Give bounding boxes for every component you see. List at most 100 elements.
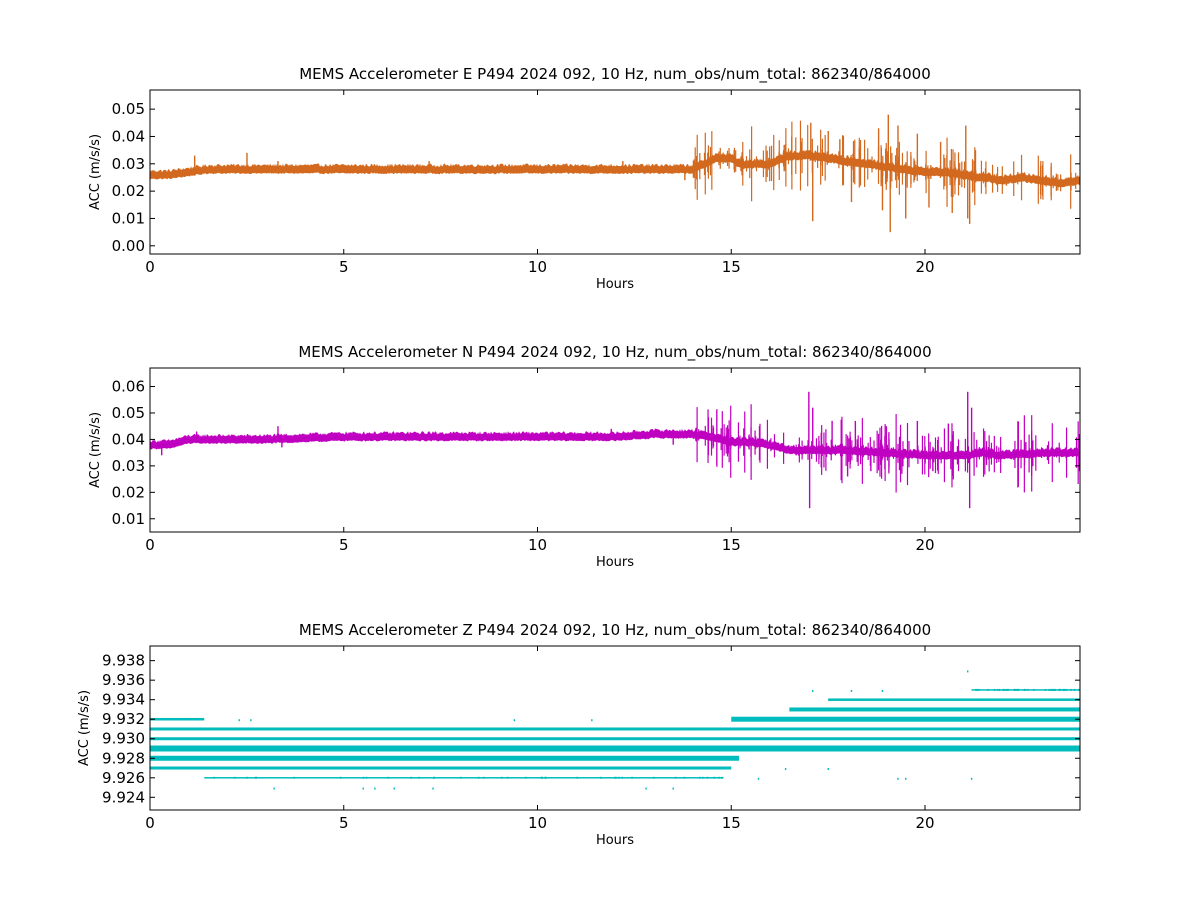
data-point-n [880,439,882,465]
data-point-z [882,708,884,711]
data-point-z [461,737,463,740]
data-point-z [614,776,616,779]
data-point-z [511,747,513,750]
data-point-z [1007,727,1009,730]
data-point-z [897,718,900,721]
data-point-z [343,737,345,740]
x-tick-label-e: 5 [339,258,349,276]
data-point-z [172,718,174,721]
outlier-point-n [901,453,903,474]
outlier-point-e [877,128,880,166]
data-point-z [998,688,1001,691]
data-point-z [157,718,160,721]
data-point-z [200,747,203,750]
data-point-e [868,162,870,166]
y-tick-label-e: 0.03 [112,155,145,173]
data-point-z [168,718,171,721]
data-point-e [726,150,729,166]
y-tick-label-z: 9.938 [102,652,145,670]
data-point-e [823,156,825,159]
data-point-z [683,776,686,779]
data-point-n [723,424,725,456]
data-point-n [884,449,886,456]
data-point-n [888,438,890,467]
data-point-n [964,438,966,472]
data-point-e [803,154,805,158]
data-point-z [854,708,857,711]
y-tick-label-n: 0.03 [112,457,145,475]
chart-title-n: MEMS Accelerometer N P494 2024 092, 10 H… [298,343,931,362]
data-point-z [416,747,419,750]
data-point-e [817,145,819,168]
data-point-e [733,152,735,168]
data-point-z [600,776,602,779]
data-point-z [807,718,809,721]
data-point-z [702,737,705,740]
data-point-n [695,427,697,442]
data-point-n [696,407,698,463]
quantization-level-z-4 [150,737,1080,741]
data-point-z [712,747,714,750]
outlier-point-e [905,169,907,219]
data-point-z [1005,718,1008,721]
outlier-point-e [277,161,279,170]
data-point-z [528,727,531,730]
outlier-point-n [808,391,810,450]
data-point-z [151,767,153,770]
x-tick-label-z: 0 [145,814,155,832]
data-point-n [867,442,869,460]
data-point-n [921,435,924,475]
data-point-e [735,150,737,172]
data-point-n [908,441,910,468]
data-point-n [1068,450,1070,455]
data-point-e [709,146,712,176]
data-point-z [574,767,577,770]
outlier-point-e [889,167,891,233]
data-point-z [1003,708,1006,711]
outlier-point-e [1005,179,1008,186]
data-point-z [1007,688,1009,691]
data-point-n [842,447,844,453]
data-point-z [481,757,484,760]
data-point-e [784,144,786,171]
data-point-z [482,776,485,779]
data-point-e [842,135,845,186]
data-point-n [899,424,902,483]
data-point-n [800,448,803,452]
data-point-z [978,688,980,691]
data-point-n [1077,421,1079,484]
data-point-e [699,153,701,180]
x-tick-label-z: 15 [722,814,741,832]
quantization-level-z-1 [150,766,732,770]
data-point-z [592,767,595,770]
data-point-e [1016,178,1019,180]
data-point-z [189,718,191,721]
data-point-z [329,737,332,740]
data-point-n [988,435,990,472]
data-point-z [336,757,339,760]
data-point-n [1031,438,1033,469]
data-point-z [374,747,377,750]
data-point-n [1042,452,1044,454]
data-point-e [963,161,966,188]
outlier-point-z [432,787,434,790]
data-point-n [937,436,939,474]
data-point-z [639,757,642,760]
data-point-n [825,429,827,471]
data-point-z [339,776,342,779]
data-point-z [738,747,740,750]
data-point-e [890,146,892,188]
data-point-e [838,151,840,169]
data-point-z [190,757,193,760]
data-point-z [1048,688,1050,691]
data-point-n [739,435,741,449]
data-point-z [359,737,361,740]
data-point-z [521,767,523,770]
data-point-n [807,440,809,460]
outlier-point-n [672,434,674,445]
data-point-e [707,152,709,173]
data-point-n [1040,447,1043,459]
data-point-z [195,767,198,770]
data-point-e [1055,173,1057,191]
x-axis-label-n: Hours [596,555,634,570]
